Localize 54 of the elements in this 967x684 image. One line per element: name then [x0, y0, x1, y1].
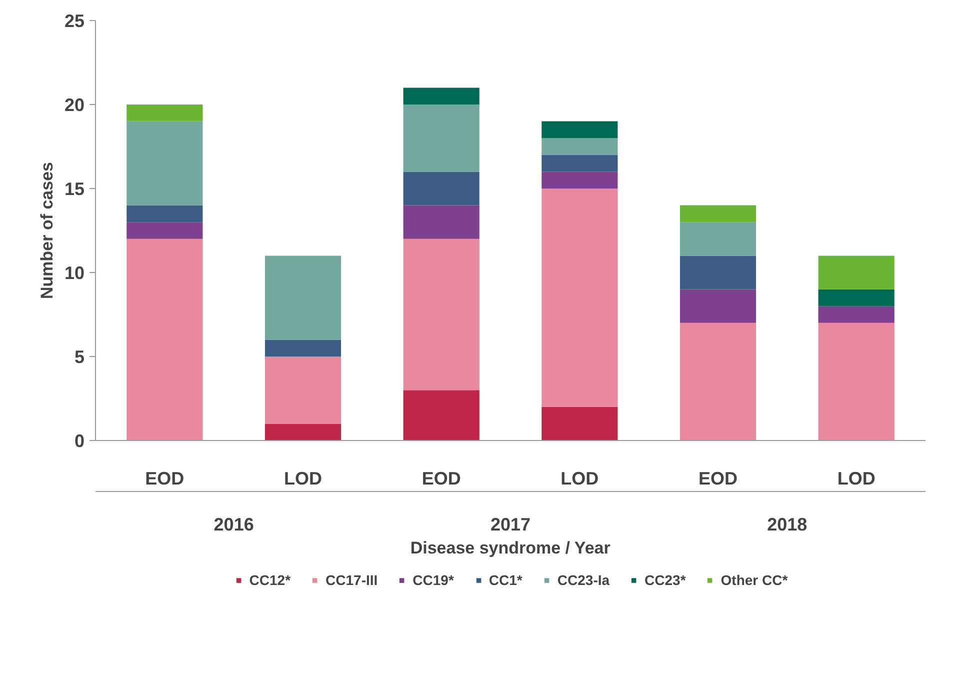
x-tick-label: EOD: [422, 468, 461, 488]
x-tick-label: LOD: [560, 468, 599, 488]
bar: [542, 172, 618, 188]
bar: [126, 205, 203, 222]
bar: [126, 121, 203, 206]
x-tick-label: LOD: [837, 468, 876, 488]
bar: [680, 222, 756, 256]
bar: [403, 172, 480, 206]
bar: [680, 205, 756, 222]
legend-label: CC17-III: [326, 572, 378, 588]
legend-label: CC1*: [488, 572, 522, 588]
bar: [680, 322, 756, 440]
y-axis-title: Number of cases: [37, 162, 56, 299]
text: 2016: [214, 514, 254, 534]
bar: [542, 121, 618, 138]
bar: [818, 306, 894, 323]
bar: [680, 289, 756, 323]
y-tick-label: 0: [74, 431, 85, 451]
y-tick-label: 15: [64, 179, 85, 199]
y-tick-label: 20: [64, 95, 85, 115]
bar: [542, 138, 618, 155]
bar: [818, 256, 894, 290]
bar: [818, 322, 894, 440]
bar: [126, 104, 203, 122]
x-tick-label: LOD: [284, 468, 322, 488]
bar: [264, 356, 342, 424]
bar: [264, 256, 342, 340]
legend-label: Other CC*: [720, 572, 788, 588]
bar: [264, 424, 342, 440]
legend-label: CC23-Ia: [557, 572, 610, 588]
legend-label: CC23*: [644, 572, 686, 588]
bar: [818, 289, 894, 306]
bar: [403, 238, 480, 390]
y-tick-label: 5: [74, 347, 85, 367]
bar: [542, 406, 618, 440]
y-tick-label: 10: [64, 263, 85, 283]
y-tick-label: 25: [64, 11, 85, 31]
x-tick-label: EOD: [145, 468, 184, 488]
legend-label: CC12*: [249, 572, 291, 588]
bar: [126, 222, 203, 239]
legend-label: CC19*: [412, 572, 454, 588]
bar: [264, 340, 342, 356]
bar: [403, 390, 480, 440]
bar: [403, 104, 480, 172]
bar: [403, 205, 480, 239]
text: 2017: [490, 514, 531, 534]
text: 2018: [767, 514, 808, 534]
x-tick-label: EOD: [698, 468, 738, 488]
bar: [542, 154, 618, 172]
bar: [126, 238, 203, 440]
bar: [403, 88, 480, 104]
x-axis-title: Disease syndrome / Year: [410, 538, 611, 558]
bar: [542, 188, 618, 407]
bar: [680, 256, 756, 290]
